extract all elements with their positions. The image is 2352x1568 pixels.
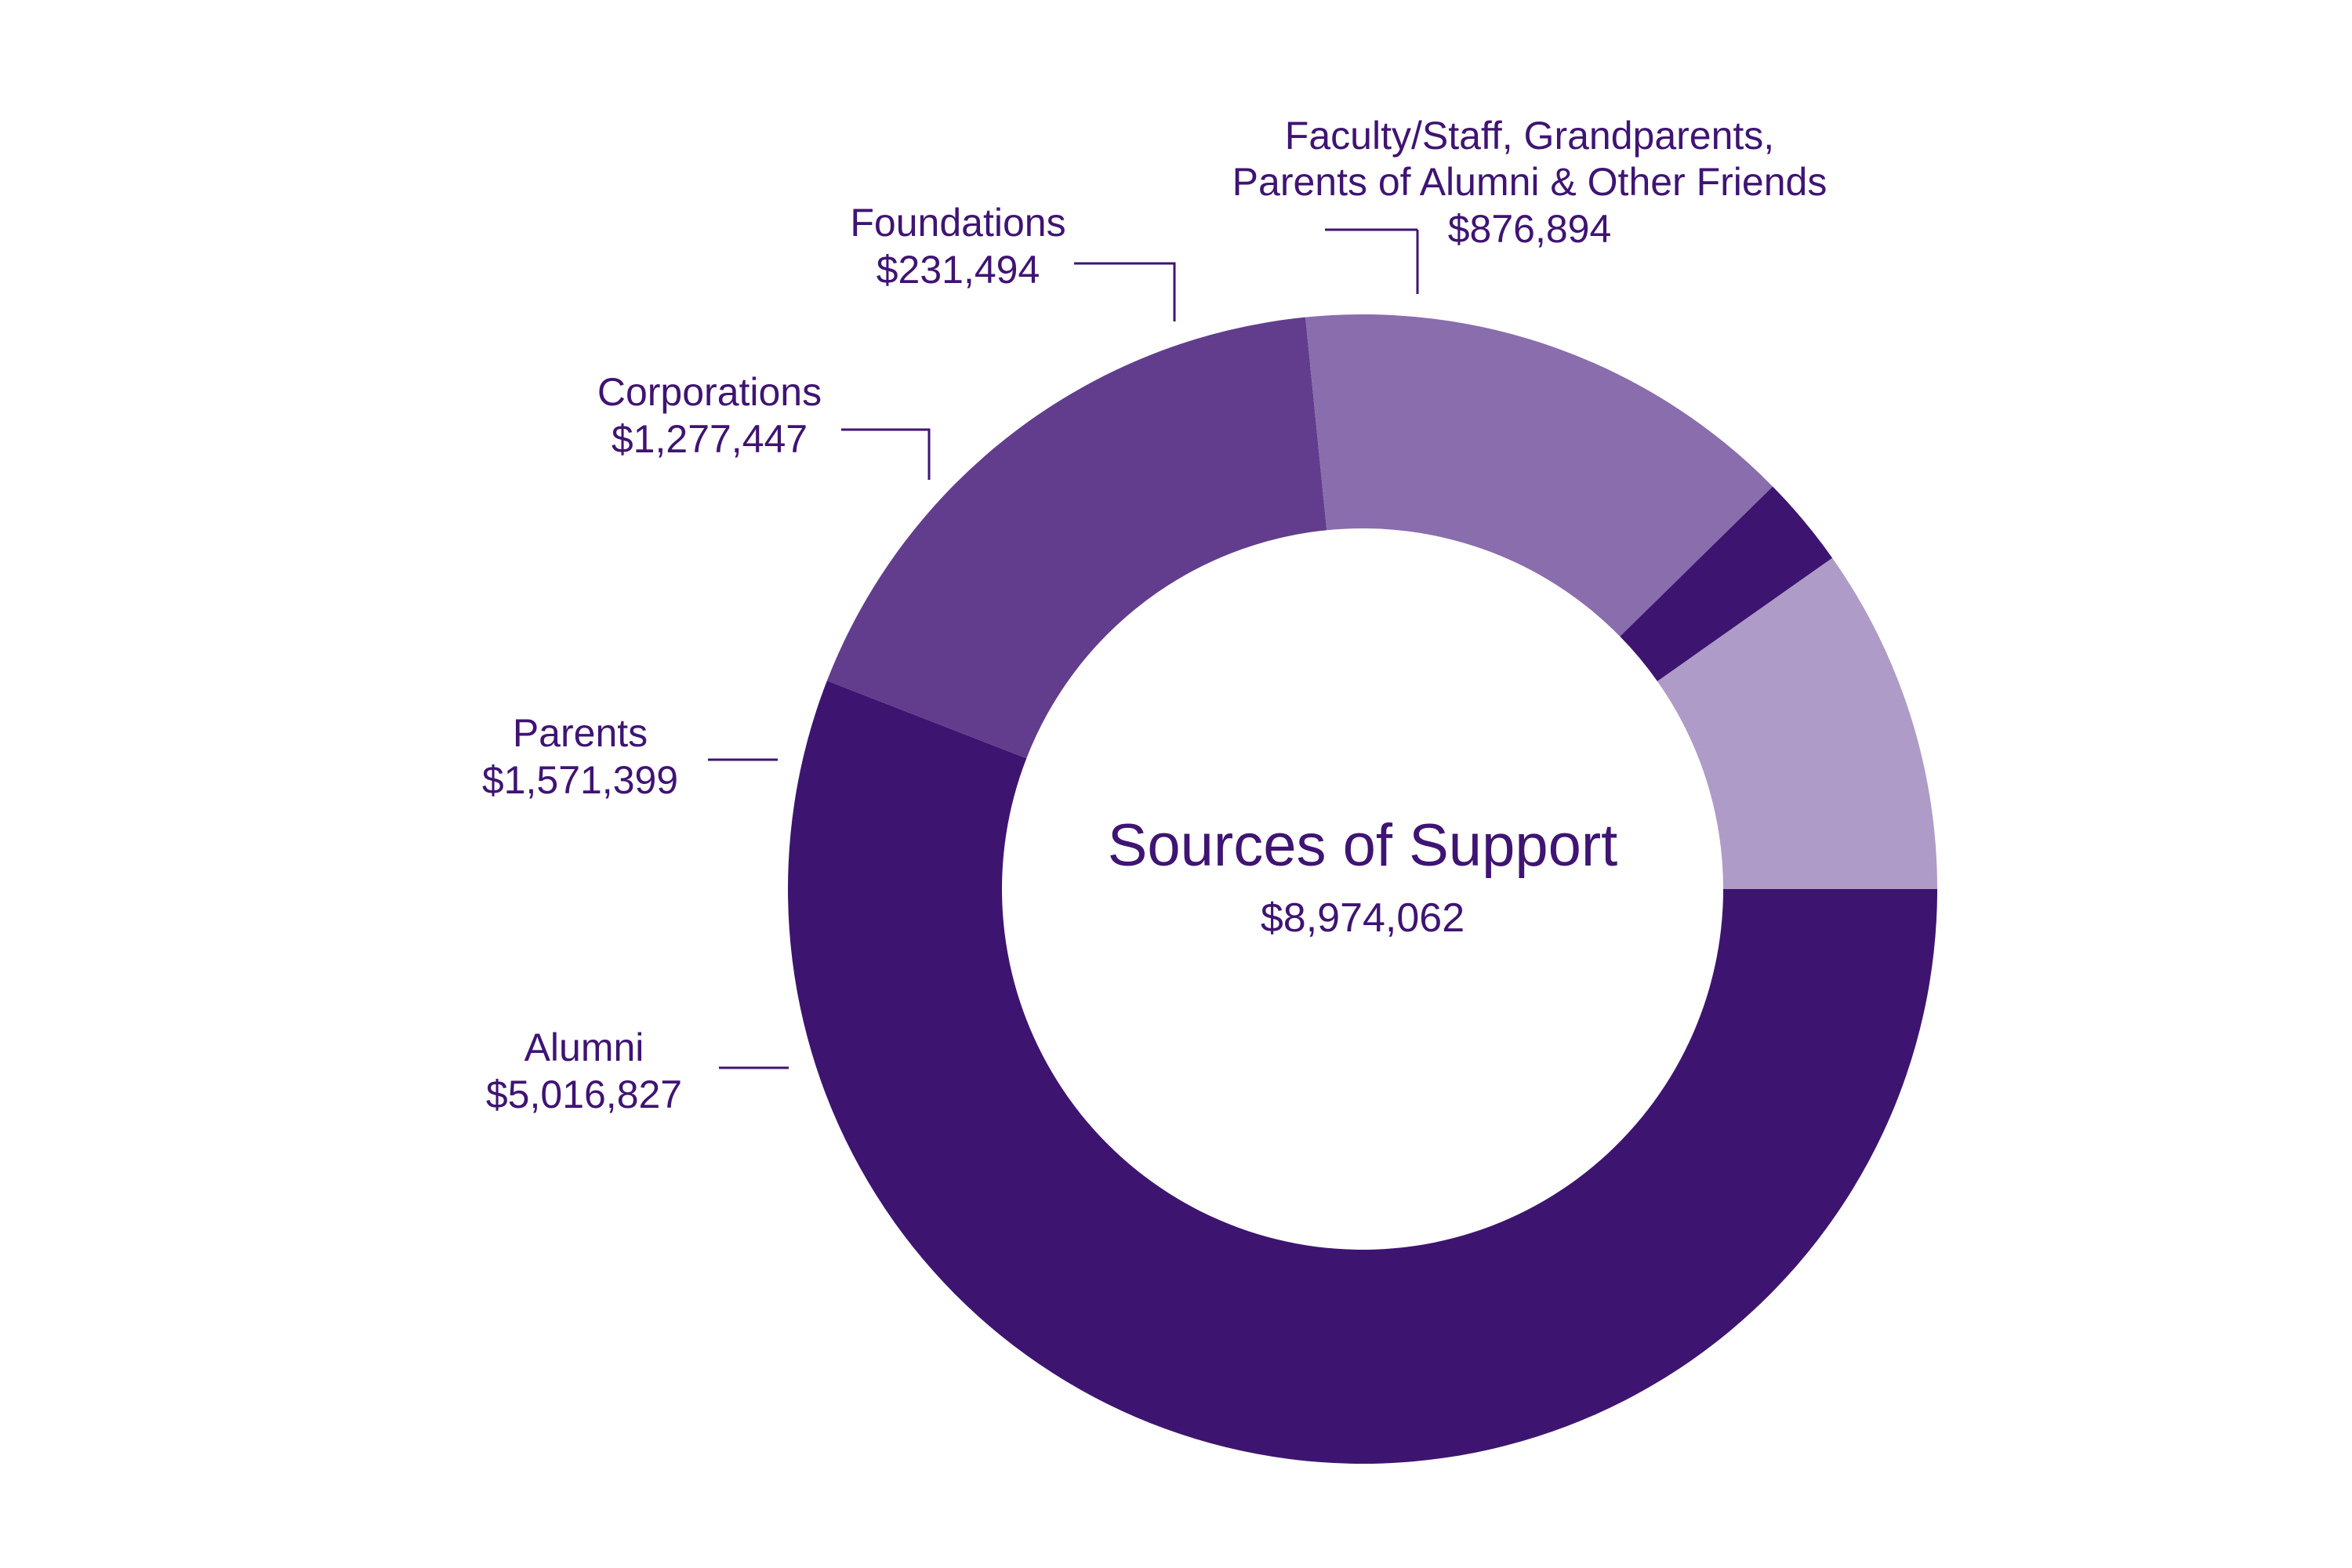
label-value: $1,277,447: [612, 417, 808, 461]
chart-slices: [788, 314, 1937, 1464]
leader-line: [1074, 262, 1176, 321]
chart-title: Sources of Support: [1108, 812, 1618, 879]
label-name: Alumni: [524, 1025, 644, 1069]
label-faculty-staff-grandparents: Faculty/Staff, Grandparents, Parents of A…: [1232, 114, 1828, 251]
leader-line: [841, 428, 931, 480]
label-value: $231,494: [877, 248, 1040, 292]
label-name: Faculty/Staff, Grandparents,: [1285, 114, 1774, 158]
label-value: $1,571,399: [482, 758, 678, 802]
label-parents: Parents $1,571,399: [482, 711, 678, 802]
label-foundations: Foundations $231,494: [850, 201, 1065, 292]
slice-alumni: [788, 681, 1937, 1464]
chart-total: $8,974,062: [1261, 895, 1465, 941]
label-name: Foundations: [850, 201, 1065, 245]
label-name: Corporations: [597, 370, 822, 414]
slice-parents: [826, 317, 1327, 759]
leader-lines: [708, 228, 1419, 1069]
slice-corporations: [1305, 314, 1773, 637]
label-value: $876,894: [1448, 207, 1612, 251]
slice-labels: Alumni $5,016,827 Parents $1,571,399 Corpora…: [482, 114, 1827, 1116]
label-name: Parents: [513, 711, 648, 755]
label-corporations: Corporations $1,277,447: [597, 370, 822, 461]
label-name: Parents of Alumni & Other Friends: [1232, 160, 1828, 204]
slice-foundations: [1620, 486, 1833, 681]
slice-faculty-staff-grandparents: [1657, 557, 1937, 889]
label-value: $5,016,827: [486, 1073, 682, 1116]
label-alumni: Alumni $5,016,827: [486, 1025, 682, 1116]
